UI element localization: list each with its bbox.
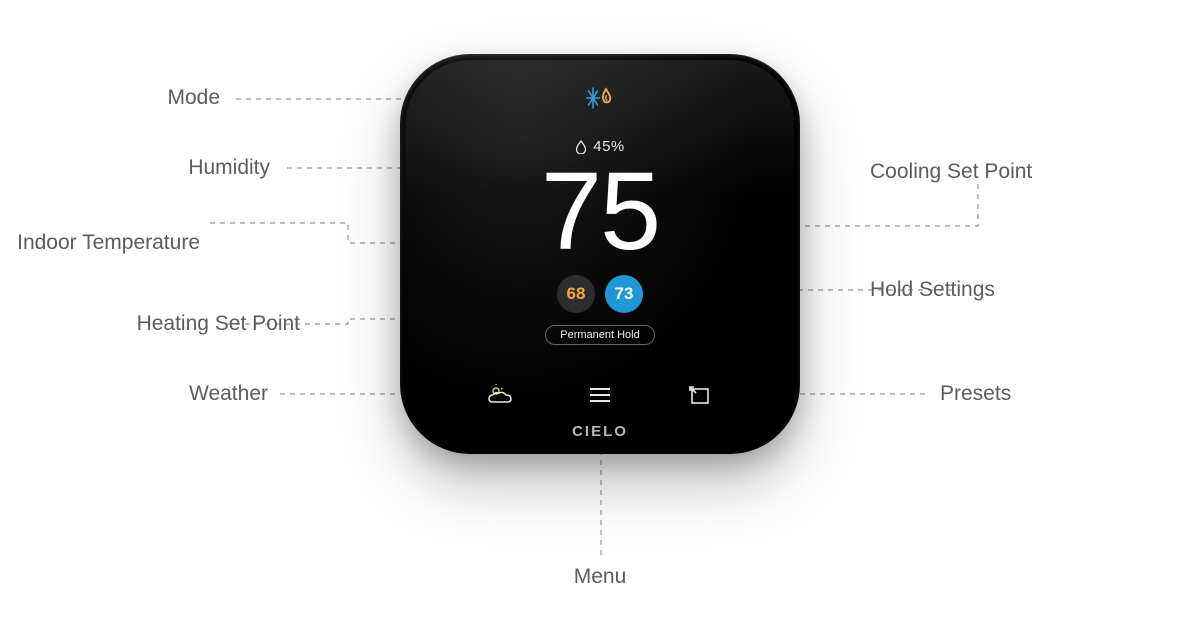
hold-label: Permanent Hold <box>560 329 640 341</box>
weather-button[interactable] <box>486 384 514 406</box>
label-indoor-temp: Indoor Temperature <box>10 230 200 256</box>
label-heating-setpoint: Heating Set Point <box>10 312 300 336</box>
heating-setpoint-button[interactable]: 68 <box>557 275 595 313</box>
label-menu: Menu <box>560 565 640 589</box>
label-hold-settings: Hold Settings <box>870 278 995 302</box>
mode-icon[interactable] <box>586 86 614 110</box>
label-presets: Presets <box>940 382 1011 406</box>
label-cooling-setpoint: Cooling Set Point <box>870 160 1032 184</box>
setpoint-row: 68 73 <box>557 275 643 313</box>
thermostat-device: 45% 75 68 73 Permanent Hold <box>400 54 800 454</box>
label-weather: Weather <box>10 382 268 406</box>
snowflake-flame-icon <box>586 86 614 110</box>
label-mode: Mode <box>10 86 220 110</box>
heating-setpoint-value: 68 <box>567 284 586 304</box>
weather-icon <box>486 384 514 406</box>
label-humidity: Humidity <box>10 156 270 180</box>
indoor-temperature: 75 <box>541 157 659 267</box>
brand-logo: CIELO <box>400 423 800 440</box>
cooling-setpoint-button[interactable]: 73 <box>605 275 643 313</box>
bottom-icon-row <box>400 384 800 406</box>
hold-settings-button[interactable]: Permanent Hold <box>545 325 655 345</box>
presets-button[interactable] <box>686 384 714 406</box>
presets-icon <box>688 384 712 406</box>
cooling-setpoint-value: 73 <box>615 284 634 304</box>
menu-button[interactable] <box>586 384 614 406</box>
hamburger-icon <box>588 386 612 404</box>
